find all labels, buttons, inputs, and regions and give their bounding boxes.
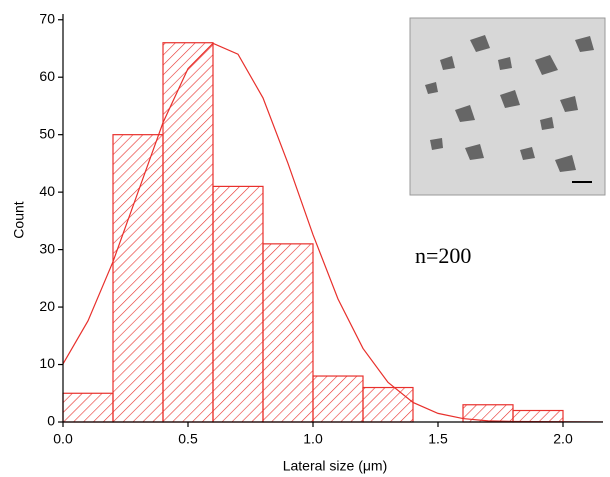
- x-axis-label: Lateral size (μm): [283, 458, 388, 474]
- x-tick-label: 0.5: [178, 431, 198, 447]
- annotation: n=200: [415, 243, 471, 268]
- bar: [312, 375, 364, 423]
- bar: [112, 134, 164, 423]
- y-tick-label: 70: [39, 10, 55, 26]
- y-tick-label: 50: [39, 125, 55, 141]
- bar: [212, 185, 264, 423]
- y-tick-label: 10: [39, 355, 55, 371]
- bar: [262, 243, 314, 423]
- bar: [362, 386, 414, 423]
- bar: [62, 392, 114, 423]
- y-tick-label: 30: [39, 240, 55, 256]
- y-tick-label: 0: [47, 413, 55, 429]
- x-tick-label: 1.0: [303, 431, 323, 447]
- y-tick-label: 20: [39, 298, 55, 314]
- y-tick-label: 40: [39, 183, 55, 199]
- y-axis-label: Count: [11, 201, 27, 238]
- x-tick-label: 2.0: [553, 431, 573, 447]
- x-tick-label: 1.5: [428, 431, 448, 447]
- bar: [162, 42, 214, 423]
- x-tick-label: 0.0: [53, 431, 73, 447]
- bar: [512, 409, 564, 423]
- inset-image: [409, 17, 606, 196]
- y-tick-label: 60: [39, 68, 55, 84]
- plot-area: 0 10 20 30 40 50 60 70 0.0 0.5 1.0 1.5 2.0: [39, 10, 603, 447]
- fit-curve: [63, 42, 603, 422]
